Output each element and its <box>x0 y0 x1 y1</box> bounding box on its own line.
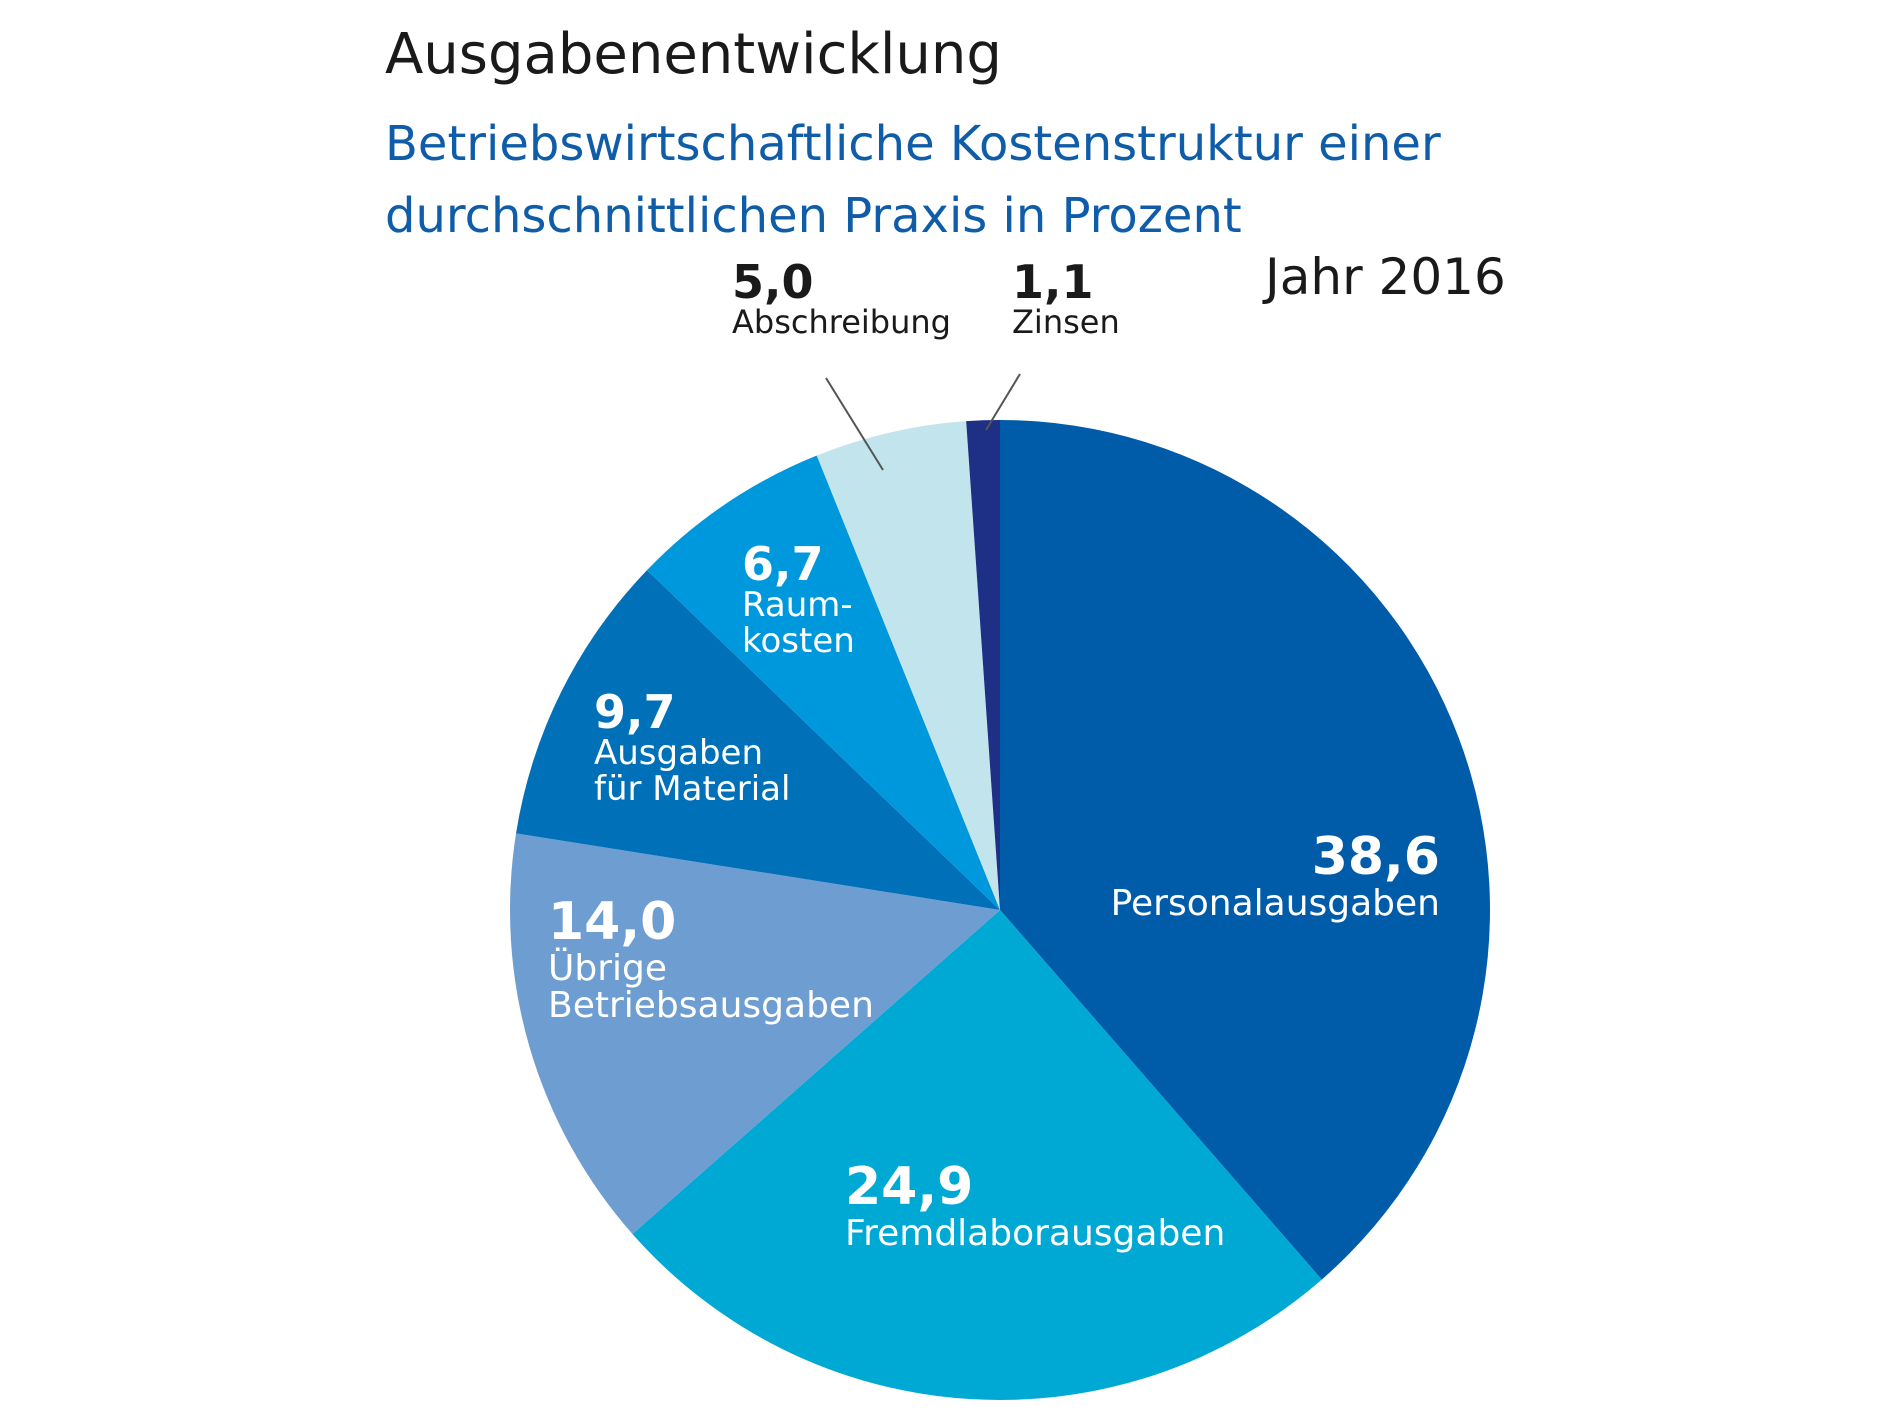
slice-label-4: 6,7 Raum- kosten <box>742 540 855 660</box>
slice-name-4: Raum- kosten <box>742 585 855 661</box>
slice-value-2: 14,0 <box>548 892 677 952</box>
slice-label-3: 9,7 Ausgaben für Material <box>594 688 790 808</box>
slice-label-6: 1,1 Zinsen <box>1012 258 1120 340</box>
slice-name-0: Personalausgaben <box>1110 882 1440 924</box>
slice-name-1: Fremdlaborausgaben <box>845 1212 1226 1254</box>
chart-title: Ausgabenentwicklung <box>385 22 1002 87</box>
pie-slice-5 <box>816 421 1000 910</box>
pie-slice-6 <box>966 420 1000 910</box>
slice-name-3: Ausgaben für Material <box>594 733 791 809</box>
leader-line-5 <box>825 377 884 471</box>
pie-slice-3 <box>516 570 1000 910</box>
pie-slice-2 <box>509 833 1000 1235</box>
slice-label-0: 38,6 Personalausgaben <box>1111 830 1440 922</box>
slice-label-1: 24,9 Fremdlaborausgaben <box>845 1160 1225 1252</box>
pie-slice-1 <box>632 910 1322 1400</box>
slice-label-2: 14,0 Übrige Betriebsausgaben <box>548 895 874 1025</box>
leader-line-6 <box>985 373 1021 431</box>
slice-value-6: 1,1 <box>1012 255 1094 309</box>
slice-name-5: Abschreibung <box>732 303 951 342</box>
slice-label-5: 5,0 Abschreibung <box>732 258 951 340</box>
slice-value-0: 38,6 <box>1311 827 1440 887</box>
slice-name-6: Zinsen <box>1012 303 1120 342</box>
chart-subtitle: Betriebswirtschaftliche Kostenstruktur e… <box>385 116 1441 244</box>
slice-value-3: 9,7 <box>594 685 676 739</box>
slice-value-1: 24,9 <box>845 1157 974 1217</box>
slice-value-5: 5,0 <box>732 255 814 309</box>
slice-value-4: 6,7 <box>742 537 824 591</box>
year-label: Jahr 2016 <box>1265 248 1506 306</box>
pie-slice-0 <box>1000 420 1490 1280</box>
pie-slice-4 <box>647 455 1000 910</box>
slice-name-2: Übrige Betriebsausgaben <box>548 947 874 1027</box>
